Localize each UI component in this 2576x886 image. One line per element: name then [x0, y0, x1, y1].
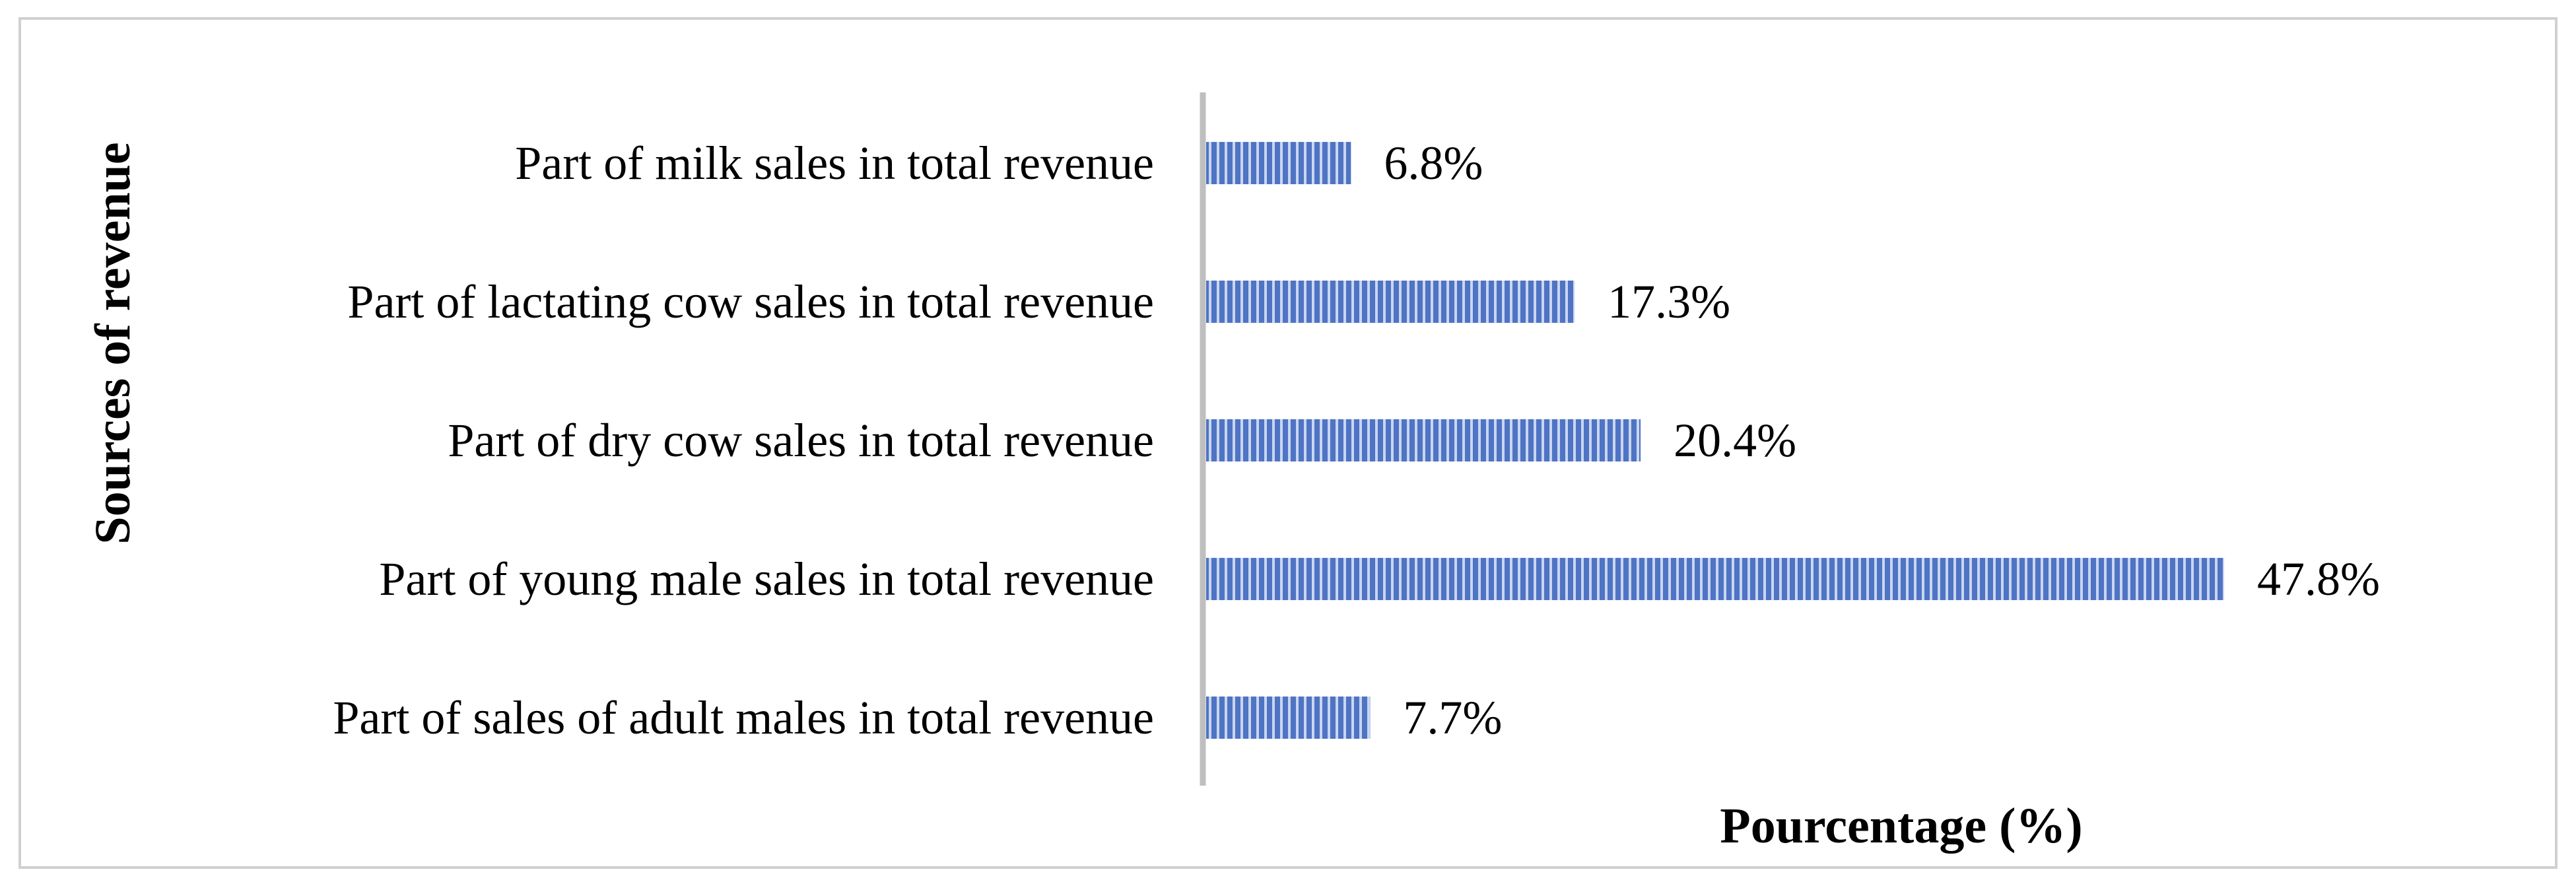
- category-label: Part of sales of adult males in total re…: [333, 691, 1154, 744]
- value-label: 7.7%: [1403, 691, 1502, 744]
- y-axis-title: Sources of revenue: [85, 142, 141, 544]
- bar: [1206, 697, 1371, 739]
- category-labels: Part of milk sales in total revenue Part …: [333, 137, 1154, 744]
- value-label: 6.8%: [1384, 137, 1483, 189]
- value-label: 20.4%: [1674, 414, 1796, 467]
- value-label: 47.8%: [2257, 553, 2380, 605]
- category-label: Part of milk sales in total revenue: [515, 137, 1154, 189]
- category-label: Part of lactating cow sales in total rev…: [347, 275, 1154, 328]
- bar: [1206, 142, 1351, 184]
- category-label: Part of young male sales in total revenu…: [379, 553, 1154, 605]
- bars: [1206, 142, 2225, 739]
- value-labels: 6.8% 17.3% 20.4% 47.8% 7.7%: [1384, 137, 2380, 744]
- bar: [1206, 558, 2225, 600]
- category-label: Part of dry cow sales in total revenue: [448, 414, 1154, 467]
- bar: [1206, 281, 1575, 323]
- value-label: 17.3%: [1608, 275, 1730, 328]
- bar: [1206, 419, 1641, 461]
- x-axis-title: Pourcentage (%): [1720, 798, 2082, 854]
